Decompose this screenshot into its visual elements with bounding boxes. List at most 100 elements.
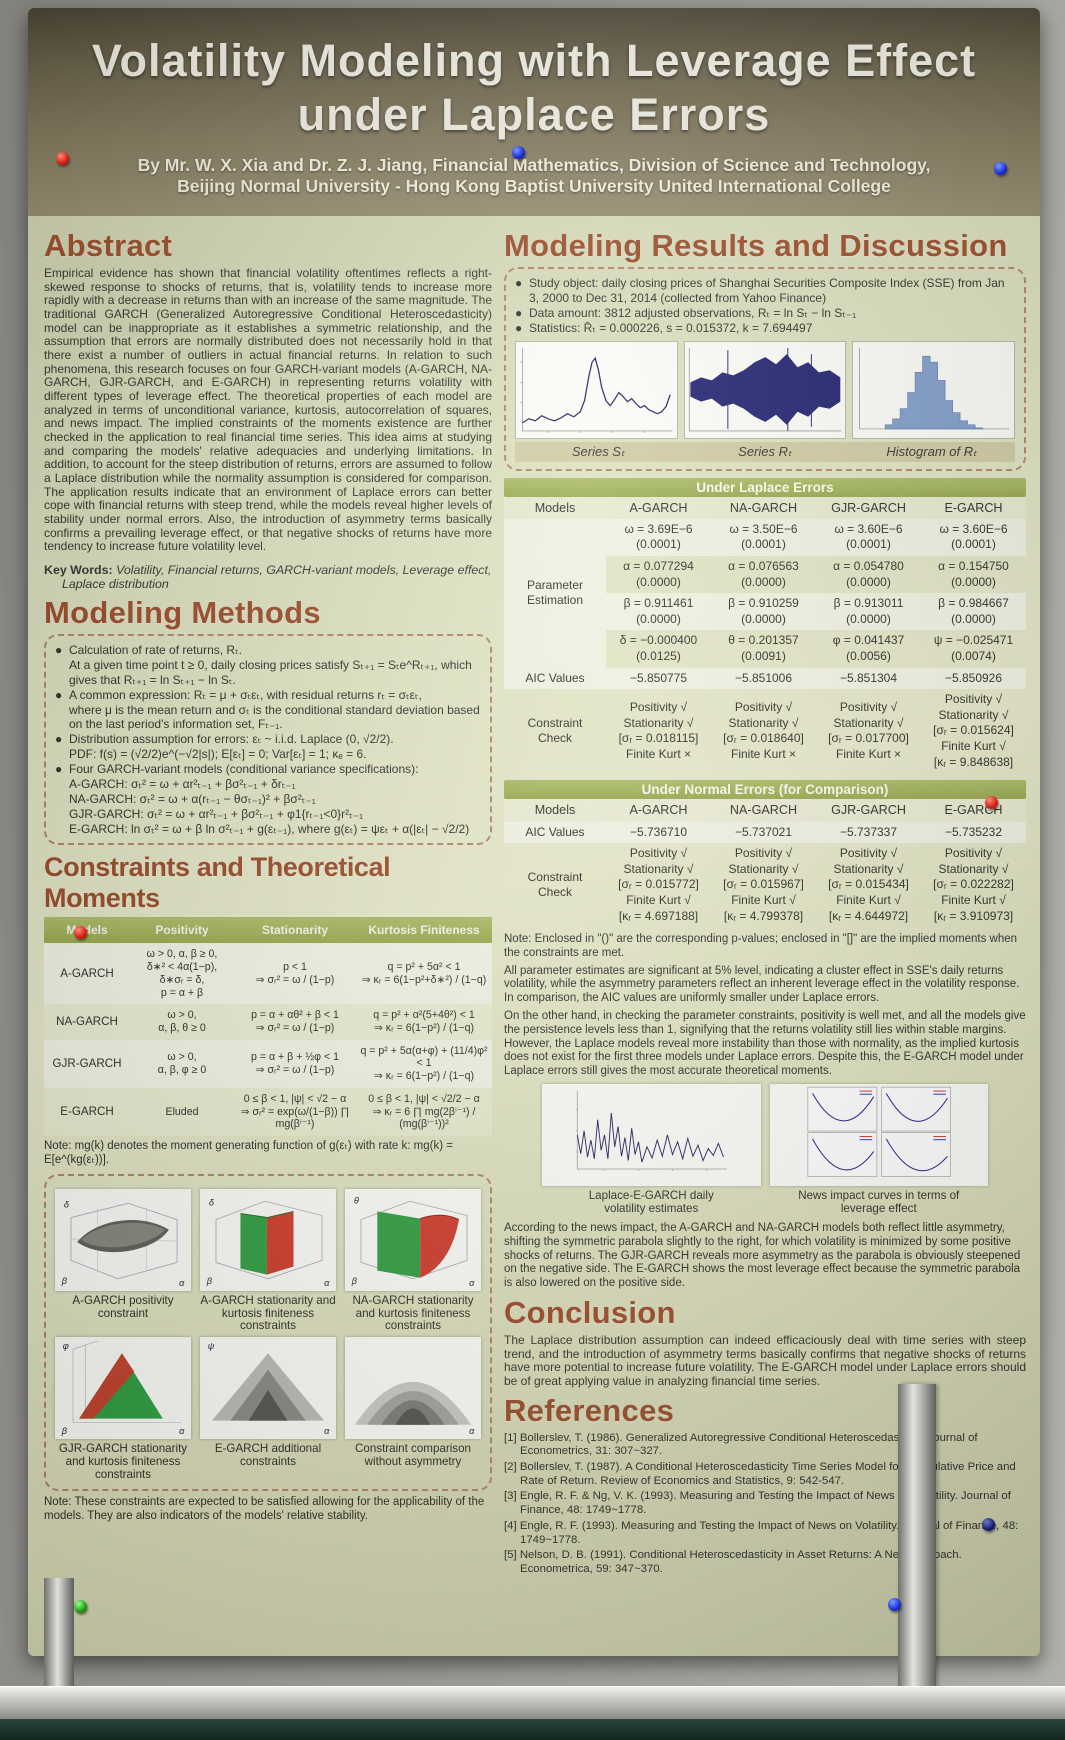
figure-constraint-comparison: α Constraint comparison without asymmetr… [345, 1337, 481, 1481]
model-header-cell: GJR-GARCH [831, 803, 906, 818]
param-cell: β = 0.913011 (0.0000) [833, 596, 904, 626]
axis-label-delta: δ [64, 1199, 70, 1209]
constraints-kurtosis-cell: q = p² + α²(5+4θ²) < 1 ⇒ κᵣ = 6(1−p²) / … [373, 1009, 475, 1034]
abstract-heading: Abstract [44, 228, 173, 263]
egarch-constraints-plot: ψ α [200, 1337, 336, 1440]
results-heading: Modeling Results and Discussion [504, 228, 1008, 263]
constraints-model-cell: GJR-GARCH [52, 1056, 122, 1070]
model-header-cell: NA-GARCH [729, 500, 798, 515]
methods-line: ● Four GARCH-variant models (conditional … [55, 762, 481, 777]
methods-line: GJR-GARCH: σₜ² = ω + αr²ₜ₋₁ + βσ²ₜ₋₁ + φ… [55, 807, 481, 822]
constraint-check-cell: Positivity √ Stationarity √ [σᵣ = 0.0186… [723, 700, 804, 761]
nagarch-stationarity-plot: θ α β [345, 1188, 481, 1291]
constraints-kurtosis-cell: q = p² + 5α² < 1 ⇒ κᵣ = 6(1−p²+δ∗²) / (1… [361, 961, 487, 986]
param-cell: φ = 0.041437 (0.0056) [832, 633, 905, 664]
references-list: [1] Bollerslev, T. (1986). Generalized A… [504, 1432, 1026, 1577]
model-header-cell: Models [534, 803, 576, 818]
aic-cell: −5.737337 [839, 824, 898, 839]
series-r-band [690, 353, 840, 425]
param-cell: α = 0.076563 (0.0000) [728, 559, 799, 589]
model-header-cell: E-GARCH [944, 500, 1003, 515]
figure-egarch-constraints: ψ α E-GARCH additional constraints [200, 1337, 336, 1481]
pushpin-green [74, 1600, 87, 1613]
figure-gjrgarch-stationarity: φ α β GJR-GARCH stationarity and kurtosi… [55, 1337, 191, 1481]
constraints-note: Note: mg(k) denotes the moment generatin… [44, 1139, 453, 1166]
constraint-check-cell: Positivity √ Stationarity √ [σᵣ = 0.0156… [933, 692, 1014, 769]
figure-caption: A-GARCH stationarity and kurtosis finite… [200, 1293, 336, 1333]
references-heading: References [504, 1392, 675, 1428]
constraints-model-cell: A-GARCH [60, 966, 114, 980]
poster-title-line1: Volatility Modeling with Leverage Effect [91, 35, 977, 86]
bullet-icon [55, 822, 69, 837]
normal-banner: Under Normal Errors (for Comparison) [504, 780, 1026, 800]
reference-item: [2] Bollerslev, T. (1987). A Conditional… [504, 1461, 1016, 1487]
pushpin-red [56, 152, 69, 165]
constraint-check-cell: Positivity √ Stationarity √ [σᵣ = 0.0222… [933, 846, 1014, 923]
agarch-stationarity-plot: δ α β [200, 1188, 336, 1291]
conclusion-heading: Conclusion [504, 1295, 676, 1331]
methods-line: E-GARCH: ln σₜ² = ω + β ln σ²ₜ₋₁ + g(εₜ₋… [55, 822, 481, 837]
floor-strip [0, 1716, 1065, 1740]
aic-cell: −5.851304 [839, 670, 898, 685]
constraint-check-label: Constraint Check [527, 869, 583, 900]
constraints-table: Models Positivity Stationarity Kurtosis Fin… [44, 917, 492, 1136]
axis-label-alpha: α [324, 1426, 330, 1436]
gjrgarch-stationarity-plot: φ α β [55, 1337, 191, 1440]
aic-cell: −5.850775 [629, 670, 688, 685]
series-r-chart [683, 340, 847, 439]
aic-cell: −5.737021 [734, 824, 793, 839]
bullet-icon [55, 792, 69, 807]
methods-line-text: Distribution assumption for errors: εₜ ~… [69, 732, 394, 747]
normal-constraint-row: Constraint Check Positivity √ Stationari… [504, 843, 1026, 927]
axis-label-beta: β [206, 1275, 213, 1285]
figure-caption: GJR-GARCH stationarity and kurtosis fini… [58, 1442, 188, 1482]
laplace-param-row: δ = −0.000400 (0.0125) θ = 0.201357 (0.0… [504, 630, 1026, 667]
axis-label-alpha: α [469, 1277, 475, 1287]
param-cell: α = 0.154750 (0.0000) [938, 559, 1009, 589]
conclusion-body: The Laplace distribution assumption can … [504, 1333, 1026, 1389]
laplace-param-row: Parameter Estimation ω = 3.69E−6 (0.0001… [504, 518, 1026, 607]
constraints-stationarity-cell: p = α + β + ½φ < 1 ⇒ σᵣ² = ω / (1−p) [251, 1051, 339, 1076]
figure-caption: Constraint comparison without asymmetry [355, 1442, 471, 1469]
figure-caption: E-GARCH additional constraints [214, 1442, 322, 1469]
figure-volatility-estimates: Laplace-E-GARCH daily volatility estimat… [542, 1084, 761, 1215]
aic-cell: −5.736710 [629, 824, 688, 839]
pushpin-blue [512, 146, 525, 159]
param-cell: ω = 3.50E−6 (0.0001) [729, 521, 798, 552]
constraints-stationarity-cell: p < 1 ⇒ σᵣ² = ω / (1−p) [255, 961, 335, 986]
bullet-icon [55, 777, 69, 792]
results-bullet-text: Study object: daily closing prices of Sh… [529, 276, 1005, 305]
constraints-positivity-cell: ω > 0, α, β ≥ 0, δ∗² < 4α(1−p), δ∗σᵣ = δ… [146, 948, 218, 999]
axis-label-phi: φ [63, 1342, 69, 1352]
constraint-check-cell: Positivity √ Stationarity √ [σᵣ = 0.0159… [723, 846, 804, 923]
laplace-param-row: α = 0.077294 (0.0000) α = 0.076563 (0.00… [504, 556, 1026, 593]
results-note-paragraph: All parameter estimates are significant … [504, 964, 1020, 1005]
poster-byline-line2: Beijing Normal University - Hong Kong Ba… [177, 176, 891, 196]
right-column: Modeling Results and Discussion ● Study o… [504, 224, 1026, 1656]
bullet-icon: ● [55, 643, 63, 658]
model-header-cell: E-GARCH [944, 803, 1003, 818]
aic-label: AIC Values [525, 670, 585, 685]
param-cell: α = 0.054780 (0.0000) [833, 559, 904, 589]
news-curve-agarch [811, 1093, 874, 1122]
constraints-model-cell: E-GARCH [60, 1104, 114, 1118]
axis-label-alpha: α [469, 1426, 475, 1436]
figure-agarch-stationarity: δ α β A-GARCH stationarity and kurtosis … [200, 1188, 336, 1333]
constraint-check-cell: Positivity √ Stationarity √ [σᵣ = 0.0177… [828, 700, 909, 761]
constraint-check-cell: Positivity √ Stationarity √ [σᵣ = 0.0157… [618, 846, 699, 923]
bullet-icon [55, 658, 69, 688]
param-cell: ω = 3.60E−6 (0.0001) [834, 521, 903, 552]
model-header-cell: A-GARCH [629, 500, 688, 515]
news-impact-paragraph: According to the news impact, the A-GARC… [504, 1222, 1021, 1290]
figure-agarch-positivity: δ α β A-GARCH positivity constraint [55, 1188, 191, 1333]
poster: Volatility Modeling with Leverage Effect… [28, 8, 1040, 1656]
figure-nagarch-stationarity: θ α β NA-GARCH stationarity and kurtosis… [345, 1188, 481, 1332]
methods-line: PDF: f(s) = (√2/2)e^(−√2|s|); E[εₜ] = 0;… [55, 747, 481, 762]
model-header-cell: GJR-GARCH [831, 500, 906, 515]
constraints-column-header: Stationarity [234, 917, 356, 944]
constraints-positivity-cell: ω > 0, α, β, φ ≥ 0 [157, 1051, 207, 1076]
axis-label-theta: θ [354, 1195, 359, 1205]
results-box: ● Study object: daily closing prices of S… [504, 267, 1026, 471]
laplace-constraint-row: Constraint Check Positivity √ Stationari… [504, 689, 1026, 773]
